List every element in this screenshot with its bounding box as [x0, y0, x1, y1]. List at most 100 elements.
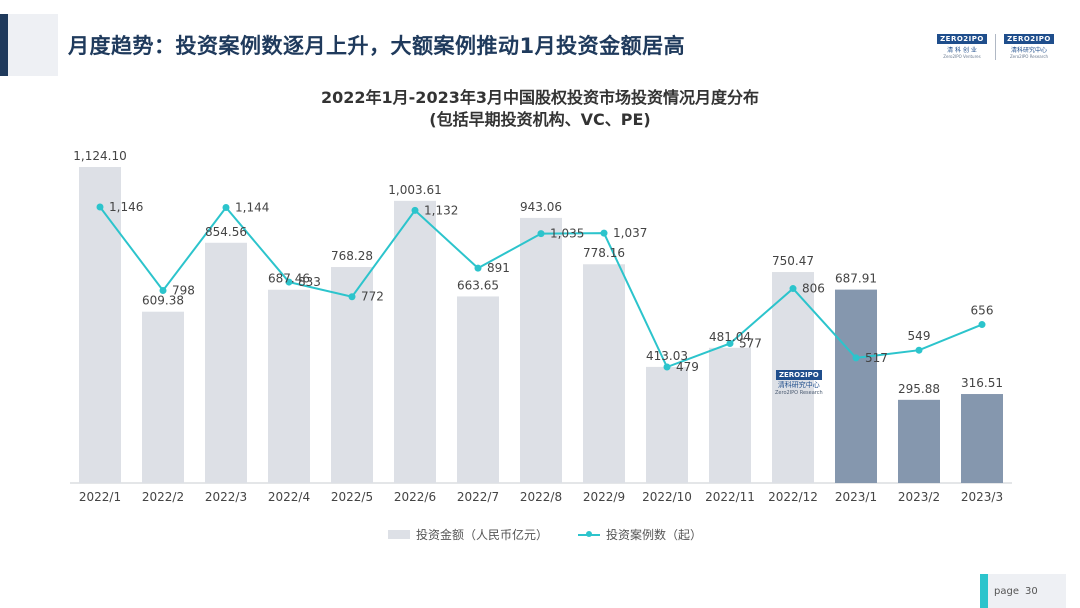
- line-point-2022/7: [474, 264, 482, 272]
- x-tick-2022/3: 2022/3: [205, 490, 247, 504]
- bar-label-2022/6: 1,003.61: [388, 183, 441, 197]
- bar-label-2022/8: 943.06: [520, 200, 562, 214]
- header-logos: ZERO2IPO 清 科 创 业 Zero2IPO Ventures ZERO2…: [937, 34, 1054, 60]
- bar-2022/7: [457, 296, 499, 483]
- slide-title: 月度趋势：投资案例数逐月上升，大额案例推动1月投资金额居高: [68, 34, 686, 58]
- bar-2022/10: [646, 366, 688, 483]
- bar-2023/1: [835, 289, 877, 483]
- line-point-2022/5: [348, 293, 356, 301]
- line-label-2022/3: 1,144: [235, 200, 269, 214]
- x-tick-2022/4: 2022/4: [268, 490, 310, 504]
- logo-cn: 清科研究中心: [1010, 47, 1047, 54]
- title-accent-shade: [8, 14, 58, 76]
- line-label-2022/1: 1,146: [109, 200, 143, 214]
- x-tick-2023/2: 2023/2: [898, 490, 940, 504]
- logo-mark: ZERO2IPO: [1004, 34, 1054, 44]
- line-label-2023/2: 549: [908, 329, 931, 343]
- bar-label-2022/10: 413.03: [646, 349, 688, 363]
- line-label-2022/5: 772: [361, 290, 384, 304]
- bar-2022/5: [331, 267, 373, 483]
- watermark-mark: ZERO2IPO: [775, 370, 822, 380]
- chart-legend: 投资金额（人民币亿元） 投资案例数（起）: [388, 526, 702, 543]
- x-tick-2022/5: 2022/5: [331, 490, 373, 504]
- bar-2022/6: [394, 200, 436, 483]
- page-label: page: [994, 585, 1019, 597]
- line-point-2022/12: [789, 285, 797, 293]
- line-label-2022/4: 833: [298, 275, 321, 289]
- bar-label-2022/9: 778.16: [583, 246, 625, 260]
- line-label-2023/1: 517: [865, 351, 888, 365]
- bar-label-2022/11: 481.04: [709, 330, 751, 344]
- zero2ipo-research-logo: ZERO2IPO 清科研究中心 Zero2IPO Research: [1004, 34, 1054, 60]
- legend-bar-swatch: [388, 530, 410, 539]
- title-accent-bar: [0, 14, 8, 76]
- line-point-2022/4: [285, 278, 293, 286]
- bar-label-2022/2: 609.38: [142, 294, 184, 308]
- x-tick-2023/1: 2023/1: [835, 490, 877, 504]
- legend-bar-label: 投资金额（人民币亿元）: [416, 528, 549, 542]
- line-point-2023/1: [852, 354, 860, 362]
- page-number: 30: [1024, 585, 1038, 597]
- x-tick-2022/11: 2022/11: [705, 490, 755, 504]
- line-label-2022/7: 891: [487, 261, 510, 275]
- logo-en: Zero2IPO Research: [1009, 54, 1049, 59]
- line-label-2022/6: 1,132: [424, 203, 458, 217]
- bar-label-2022/5: 768.28: [331, 249, 373, 263]
- x-tick-2022/12: 2022/12: [768, 490, 818, 504]
- line-label-2022/2: 798: [172, 283, 195, 297]
- line-label-2023/3: 656: [971, 304, 994, 318]
- x-tick-2022/10: 2022/10: [642, 490, 692, 504]
- line-label-2022/10: 479: [676, 360, 699, 374]
- line-point-2023/2: [915, 346, 923, 354]
- bar-label-2022/4: 687.46: [268, 272, 310, 286]
- line-label-2022/9: 1,037: [613, 226, 647, 240]
- line-point-2022/10: [663, 363, 671, 371]
- bar-2023/3: [961, 394, 1003, 483]
- logo-en: Zero2IPO Ventures: [943, 54, 981, 59]
- watermark-cn: 清科研究中心: [777, 381, 820, 389]
- legend-item-line: 投资案例数（起）: [578, 526, 702, 543]
- watermark-en: Zero2IPO Research: [775, 390, 823, 396]
- chart-title: 2022年1月-2023年3月中国股权投资市场投资情况月度分布: [321, 88, 759, 107]
- line-point-2023/3: [978, 321, 986, 329]
- page-number-box: page 30: [980, 574, 1066, 608]
- line-point-2022/11: [726, 339, 734, 347]
- bar-label-2023/2: 295.88: [898, 382, 940, 396]
- legend-line-label: 投资案例数（起）: [606, 528, 703, 542]
- bar-label-2022/12: 750.47: [772, 254, 814, 268]
- line-point-2022/8: [537, 230, 545, 238]
- bar-2022/2: [142, 311, 184, 483]
- line-point-2022/6: [411, 206, 419, 214]
- line-label-2022/11: 577: [739, 336, 762, 350]
- x-tick-2022/8: 2022/8: [520, 490, 562, 504]
- bar-2022/3: [205, 242, 247, 483]
- line-label-2022/12: 806: [802, 282, 825, 296]
- logo-cn: 清 科 创 业: [947, 47, 977, 54]
- x-tick-2022/9: 2022/9: [583, 490, 625, 504]
- chart-watermark: ZERO2IPO 清科研究中心 Zero2IPO Research: [775, 370, 823, 396]
- x-tick-2022/7: 2022/7: [457, 490, 499, 504]
- bar-2022/11: [709, 347, 751, 483]
- bar-label-2023/1: 687.91: [835, 272, 877, 286]
- bar-label-2022/1: 1,124.10: [73, 149, 126, 163]
- bar-2022/4: [268, 289, 310, 483]
- bar-label-2022/7: 663.65: [457, 278, 499, 292]
- x-tick-2023/3: 2023/3: [961, 490, 1003, 504]
- zero2ipo-ventures-logo: ZERO2IPO 清 科 创 业 Zero2IPO Ventures: [937, 34, 987, 60]
- chart-subtitle: (包括早期投资机构、VC、PE): [429, 110, 651, 129]
- line-label-2022/8: 1,035: [550, 227, 584, 241]
- legend-item-bar: 投资金额（人民币亿元）: [388, 526, 548, 543]
- line-point-2022/9: [600, 229, 608, 237]
- bar-label-2022/3: 854.56: [205, 225, 247, 239]
- x-tick-2022/6: 2022/6: [394, 490, 436, 504]
- bar-2022/1: [79, 167, 121, 483]
- bar-2023/2: [898, 399, 940, 483]
- line-point-2022/3: [222, 203, 230, 211]
- bar-2022/8: [520, 217, 562, 484]
- line-point-2022/1: [96, 203, 104, 211]
- bar-2022/9: [583, 264, 625, 483]
- logo-mark: ZERO2IPO: [937, 34, 987, 44]
- legend-line-swatch: [578, 530, 601, 539]
- x-tick-2022/1: 2022/1: [79, 490, 121, 504]
